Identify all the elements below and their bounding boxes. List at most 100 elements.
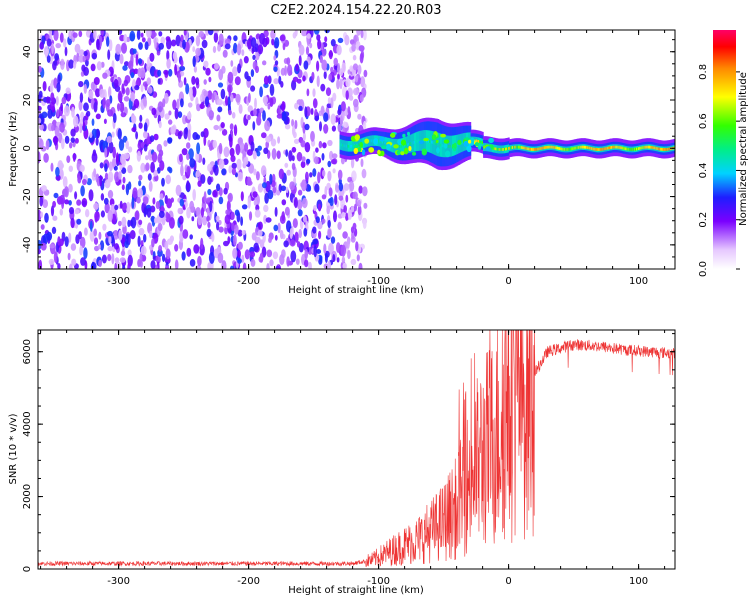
signal-core-cell [620,146,622,150]
signal-core-cell [578,145,581,149]
signal-core-cell [342,144,345,147]
noise-cell [189,200,195,213]
signal-core-cell [542,146,544,150]
noise-cell [122,65,128,71]
noise-cell [351,43,356,52]
noise-cell [64,199,70,205]
noise-cell [127,181,132,190]
noise-cell [336,242,341,253]
noise-cell [257,221,263,231]
noise-cell [352,191,358,200]
noise-cell [143,144,148,152]
signal-core-cell [448,144,451,148]
signal-core-cell [599,148,602,151]
noise-cell [155,201,161,210]
signal-core-cell [421,139,424,142]
noise-cell [84,227,88,236]
noise-cell [143,196,149,205]
noise-cell [303,60,309,70]
noise-cell [63,105,70,117]
noise-cell [140,32,144,38]
noise-cell [71,106,75,118]
signal-core-cell [598,148,601,151]
noise-cell [360,158,364,168]
signal-core-cell [350,145,352,148]
signal-core-cell [632,148,635,151]
noise-cell [195,170,200,178]
signal-core-cell [548,145,551,149]
noise-cell [257,145,263,151]
signal-blob [400,139,407,146]
signal-core-cell [428,139,430,143]
signal-core-cell [652,146,655,149]
signal-core-cell [503,147,506,151]
noise-cell [203,60,209,68]
noise-cell [172,51,177,61]
y-tick-label: 40 [22,45,33,58]
noise-cell [94,211,100,222]
noise-cell [109,39,113,52]
noise-cell [230,211,235,220]
signal-core-cell [461,141,463,145]
noise-cell [100,210,105,218]
noise-cell [49,243,55,249]
noise-cell [150,31,157,38]
noise-cell [108,141,114,154]
noise-cell [137,188,143,199]
colorbar-ticks: 0.0 0.2 0.4 0.6 0.8 [698,64,740,277]
noise-cell [263,204,269,213]
y-tick-label: 0 [22,145,33,151]
signal-core-cell [349,145,351,148]
noise-cell [38,248,41,255]
noise-cell [191,75,196,85]
noise-cell [295,258,300,265]
noise-cell [168,110,172,116]
signal-core-cell [456,143,458,147]
signal-core-cell [569,147,571,151]
noise-cell [209,200,213,212]
signal-blob [402,133,406,138]
noise-cell [96,38,100,50]
noise-cell [347,106,351,115]
noise-cell [218,142,223,155]
noise-cell [306,33,311,39]
noise-cell [323,243,327,254]
noise-cell [291,146,297,153]
noise-cell [265,136,271,143]
noise-cell [259,32,266,45]
noise-cell [175,34,181,47]
noise-cell [232,247,238,259]
noise-cell [93,237,99,245]
noise-cell [185,83,190,95]
noise-cell [302,122,306,134]
signal-blob [368,147,375,153]
noise-cell [39,41,44,50]
noise-cell [74,43,81,54]
signal-core-cell [633,147,636,151]
noise-cell [53,192,59,199]
noise-cell [269,173,273,185]
noise-cell [113,78,119,88]
noise-cell [313,245,318,258]
noise-cell [182,174,187,181]
signal-core-cell [662,148,664,151]
noise-cell [123,96,130,102]
signal-core-cell [422,139,425,142]
x-tick-label: -200 [237,276,260,287]
noise-cell [302,75,306,82]
noise-cell [328,187,333,197]
noise-cell [316,60,320,72]
signal-core-cell [442,144,445,148]
noise-cell [44,212,49,223]
noise-cell [304,123,310,131]
signal-core-cell [562,147,564,151]
noise-cell [251,232,257,241]
signal-blob [418,140,424,145]
noise-cell [180,98,184,108]
noise-cell [241,254,245,263]
noise-cell [176,98,180,110]
noise-cell [348,95,354,101]
noise-cell [248,211,253,221]
noise-cell [72,32,78,38]
signal-core-cell [433,141,435,145]
